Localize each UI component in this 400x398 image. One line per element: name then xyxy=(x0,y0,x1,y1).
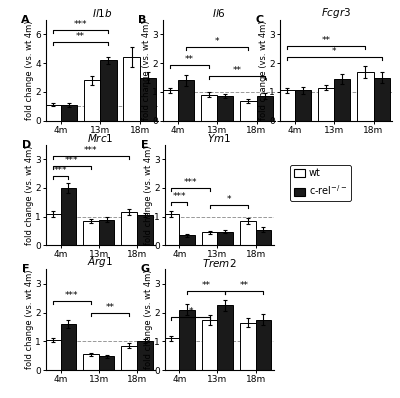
Bar xyxy=(318,88,334,121)
Text: *: * xyxy=(332,47,336,57)
Text: ***: *** xyxy=(65,291,78,300)
Bar xyxy=(140,78,156,121)
Y-axis label: fold change (vs. wt 4m): fold change (vs. wt 4m) xyxy=(25,21,34,120)
Text: **: ** xyxy=(322,36,331,45)
Title: $\it{Fcgr3}$: $\it{Fcgr3}$ xyxy=(321,6,351,20)
Bar xyxy=(334,79,350,121)
Y-axis label: fold change (vs. wt 4m): fold change (vs. wt 4m) xyxy=(25,145,34,245)
Text: **: ** xyxy=(185,55,194,64)
Bar xyxy=(45,340,60,370)
Bar xyxy=(137,215,152,246)
Bar xyxy=(217,96,234,121)
Bar xyxy=(84,80,100,121)
Text: G: G xyxy=(141,264,150,274)
Title: $\it{Il1b}$: $\it{Il1b}$ xyxy=(92,7,112,19)
Bar xyxy=(240,221,256,246)
Title: $\it{Trem2}$: $\it{Trem2}$ xyxy=(202,257,236,269)
Bar xyxy=(45,105,61,121)
Text: B: B xyxy=(138,15,147,25)
Bar xyxy=(124,57,140,121)
Title: $\it{Ym1}$: $\it{Ym1}$ xyxy=(207,132,231,144)
Text: *: * xyxy=(215,37,220,46)
Text: D: D xyxy=(22,140,31,150)
Text: **: ** xyxy=(232,66,242,75)
Bar xyxy=(256,320,271,370)
Bar xyxy=(162,90,178,121)
Bar xyxy=(256,96,273,121)
Bar xyxy=(83,221,99,246)
Bar xyxy=(121,345,137,370)
Text: **: ** xyxy=(106,302,114,312)
Bar xyxy=(164,214,179,246)
Bar xyxy=(164,338,179,370)
Bar xyxy=(179,310,195,370)
Bar xyxy=(100,60,116,121)
Text: C: C xyxy=(255,15,263,25)
Y-axis label: fold change (vs. wt 4m): fold change (vs. wt 4m) xyxy=(144,145,153,245)
Title: $\it{Arg1}$: $\it{Arg1}$ xyxy=(87,255,114,269)
Bar xyxy=(218,305,233,370)
Bar xyxy=(61,105,77,121)
Text: ***: *** xyxy=(184,178,197,187)
Bar xyxy=(240,101,256,121)
Y-axis label: fold change (vs. wt 4m): fold change (vs. wt 4m) xyxy=(25,270,34,369)
Bar xyxy=(99,220,114,246)
Title: $\it{Mrc1}$: $\it{Mrc1}$ xyxy=(87,132,114,144)
Bar xyxy=(121,212,137,246)
Bar xyxy=(83,354,99,370)
Text: **: ** xyxy=(202,281,211,290)
Bar xyxy=(256,230,271,246)
Text: F: F xyxy=(22,264,30,274)
Bar xyxy=(295,90,311,121)
Text: ***: *** xyxy=(172,192,186,201)
Y-axis label: fold change (vs. wt 4m): fold change (vs. wt 4m) xyxy=(142,21,151,120)
Bar xyxy=(45,214,60,246)
Bar xyxy=(374,78,390,121)
Bar xyxy=(60,188,76,246)
Text: **: ** xyxy=(76,31,85,41)
Bar xyxy=(178,80,194,121)
Y-axis label: fold change (vs. wt 4m): fold change (vs. wt 4m) xyxy=(259,21,268,120)
Bar xyxy=(279,90,295,121)
Text: A: A xyxy=(21,15,30,25)
Bar xyxy=(202,320,218,370)
Text: ***: *** xyxy=(84,146,98,155)
Bar xyxy=(357,72,374,121)
Title: $\it{Il6}$: $\it{Il6}$ xyxy=(212,7,226,19)
Bar xyxy=(137,341,152,370)
Bar xyxy=(202,232,218,246)
Bar xyxy=(240,323,256,370)
Text: *: * xyxy=(188,307,193,316)
Bar xyxy=(201,95,217,121)
Y-axis label: fold change (vs. wt 4m): fold change (vs. wt 4m) xyxy=(144,270,153,369)
Bar xyxy=(218,232,233,246)
Text: *: * xyxy=(226,195,231,204)
Text: ***: *** xyxy=(65,156,78,165)
Text: ***: *** xyxy=(74,20,88,29)
Bar xyxy=(99,356,114,370)
Bar xyxy=(60,324,76,370)
Legend: wt, c-rel$^{-/-}$: wt, c-rel$^{-/-}$ xyxy=(290,165,351,201)
Bar xyxy=(179,235,195,246)
Text: **: ** xyxy=(240,281,249,290)
Text: E: E xyxy=(141,140,148,150)
Text: ***: *** xyxy=(54,166,67,176)
